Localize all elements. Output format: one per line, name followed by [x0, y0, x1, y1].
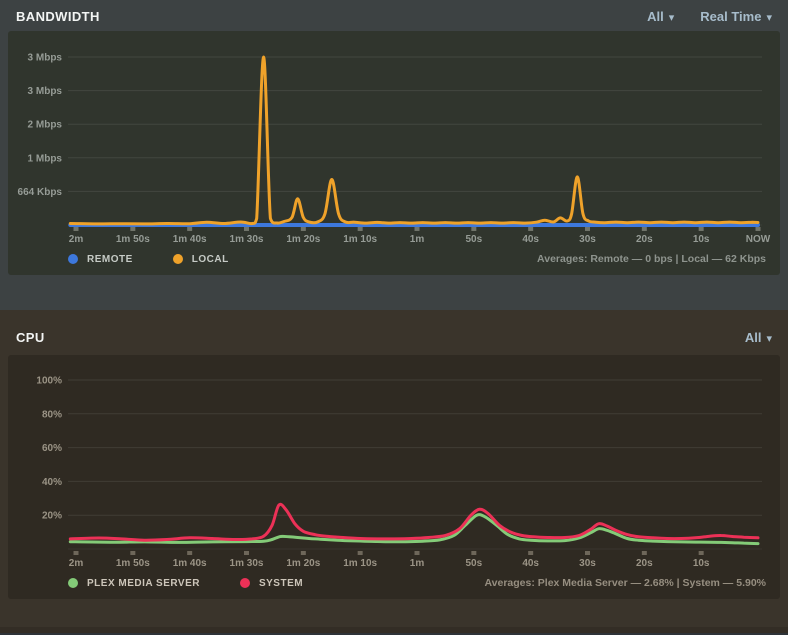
svg-text:1m 40s: 1m 40s	[173, 558, 207, 569]
svg-text:664 Kbps: 664 Kbps	[18, 187, 63, 198]
bandwidth-averages-text: Averages: Remote — 0 bps | Local — 62 Kb…	[537, 253, 766, 265]
svg-text:1m 40s: 1m 40s	[173, 234, 207, 245]
svg-text:NOW: NOW	[746, 234, 771, 245]
svg-text:10s: 10s	[693, 558, 710, 569]
cpu-averages-text: Averages: Plex Media Server — 2.68% | Sy…	[484, 577, 766, 589]
cpu-legend: PLEX MEDIA SERVER SYSTEM	[68, 578, 303, 589]
svg-text:50s: 50s	[465, 558, 482, 569]
svg-text:40%: 40%	[42, 477, 62, 488]
cpu-panel: 20% 40% 60% 80% 100% 2m 1m 50s 1m 40s 1m 30s 1m 2…	[8, 355, 780, 599]
svg-text:1m 20s: 1m 20s	[286, 234, 320, 245]
legend-item-local[interactable]: LOCAL	[172, 253, 229, 265]
legend-label: REMOTE	[87, 253, 133, 265]
svg-text:2m: 2m	[69, 558, 84, 569]
bandwidth-filter-label: All	[647, 9, 664, 24]
svg-text:20s: 20s	[636, 558, 653, 569]
legend-label: SYSTEM	[258, 577, 304, 589]
svg-text:30s: 30s	[579, 234, 596, 245]
next-section-edge	[0, 627, 788, 635]
svg-text:3 Mbps: 3 Mbps	[28, 53, 63, 64]
legend-label: PLEX MEDIA SERVER	[87, 577, 200, 589]
svg-text:1m 10s: 1m 10s	[343, 558, 377, 569]
svg-text:1m 30s: 1m 30s	[230, 234, 264, 245]
svg-text:1m 20s: 1m 20s	[286, 558, 320, 569]
bandwidth-title: BANDWIDTH	[16, 9, 100, 24]
svg-text:1 Mbps: 1 Mbps	[28, 153, 63, 164]
cpu-title: CPU	[16, 330, 45, 345]
svg-text:20%: 20%	[42, 511, 62, 522]
legend-item-system[interactable]: SYSTEM	[239, 577, 304, 589]
bandwidth-filter-dropdown[interactable]: All ▾	[647, 9, 674, 24]
svg-text:1m 50s: 1m 50s	[116, 234, 150, 245]
legend-label: LOCAL	[191, 253, 229, 265]
caret-down-icon: ▾	[668, 12, 675, 24]
bandwidth-section: BANDWIDTH All ▾ Real Time ▾ 664 Kbps 1 Mb…	[0, 0, 788, 310]
svg-text:1m: 1m	[410, 234, 425, 245]
svg-text:1m: 1m	[410, 558, 425, 569]
svg-text:2 Mbps: 2 Mbps	[28, 120, 63, 131]
caret-down-icon: ▾	[766, 12, 772, 24]
svg-text:100%: 100%	[36, 376, 62, 387]
plex-media-server-legend-dot	[68, 578, 78, 588]
svg-text:80%: 80%	[42, 409, 62, 420]
cpu-header: CPU All ▾	[0, 310, 788, 355]
svg-text:3 Mbps: 3 Mbps	[28, 86, 63, 97]
bandwidth-timeframe-dropdown[interactable]: Real Time ▾	[700, 9, 772, 24]
svg-text:1m 50s: 1m 50s	[116, 558, 150, 569]
bandwidth-header: BANDWIDTH All ▾ Real Time ▾	[0, 0, 788, 31]
svg-text:50s: 50s	[465, 234, 482, 245]
svg-text:40s: 40s	[522, 234, 539, 245]
local-legend-dot	[172, 254, 183, 264]
cpu-filter-label: All	[744, 330, 762, 345]
legend-item-remote[interactable]: REMOTE	[68, 254, 133, 265]
svg-text:20s: 20s	[636, 234, 653, 245]
bandwidth-chart[interactable]: 664 Kbps 1 Mbps 2 Mbps 3 Mbps 3 Mbps 2m 1m 50s…	[8, 39, 780, 251]
remote-legend-dot	[68, 254, 78, 264]
svg-text:40s: 40s	[522, 558, 539, 569]
svg-text:1m 10s: 1m 10s	[343, 234, 377, 245]
svg-text:2m: 2m	[69, 234, 84, 245]
bandwidth-timeframe-label: Real Time	[700, 9, 762, 24]
cpu-chart[interactable]: 20% 40% 60% 80% 100% 2m 1m 50s 1m 40s 1m 30s 1m 2…	[8, 363, 780, 575]
bandwidth-panel: 664 Kbps 1 Mbps 2 Mbps 3 Mbps 3 Mbps 2m 1m 50s…	[8, 31, 780, 275]
legend-item-plex-media-server[interactable]: PLEX MEDIA SERVER	[68, 578, 200, 589]
svg-text:1m 30s: 1m 30s	[230, 558, 264, 569]
bandwidth-legend: REMOTE LOCAL	[68, 254, 229, 265]
cpu-section: CPU All ▾ 20% 40% 60% 80% 100% 2m 1m 50s 1m 40s…	[0, 310, 788, 627]
svg-text:10s: 10s	[693, 234, 710, 245]
svg-text:60%: 60%	[42, 443, 62, 454]
cpu-filter-dropdown[interactable]: All ▾	[745, 330, 772, 345]
svg-text:30s: 30s	[579, 558, 596, 569]
system-legend-dot	[239, 578, 250, 588]
caret-down-icon: ▾	[766, 333, 772, 345]
